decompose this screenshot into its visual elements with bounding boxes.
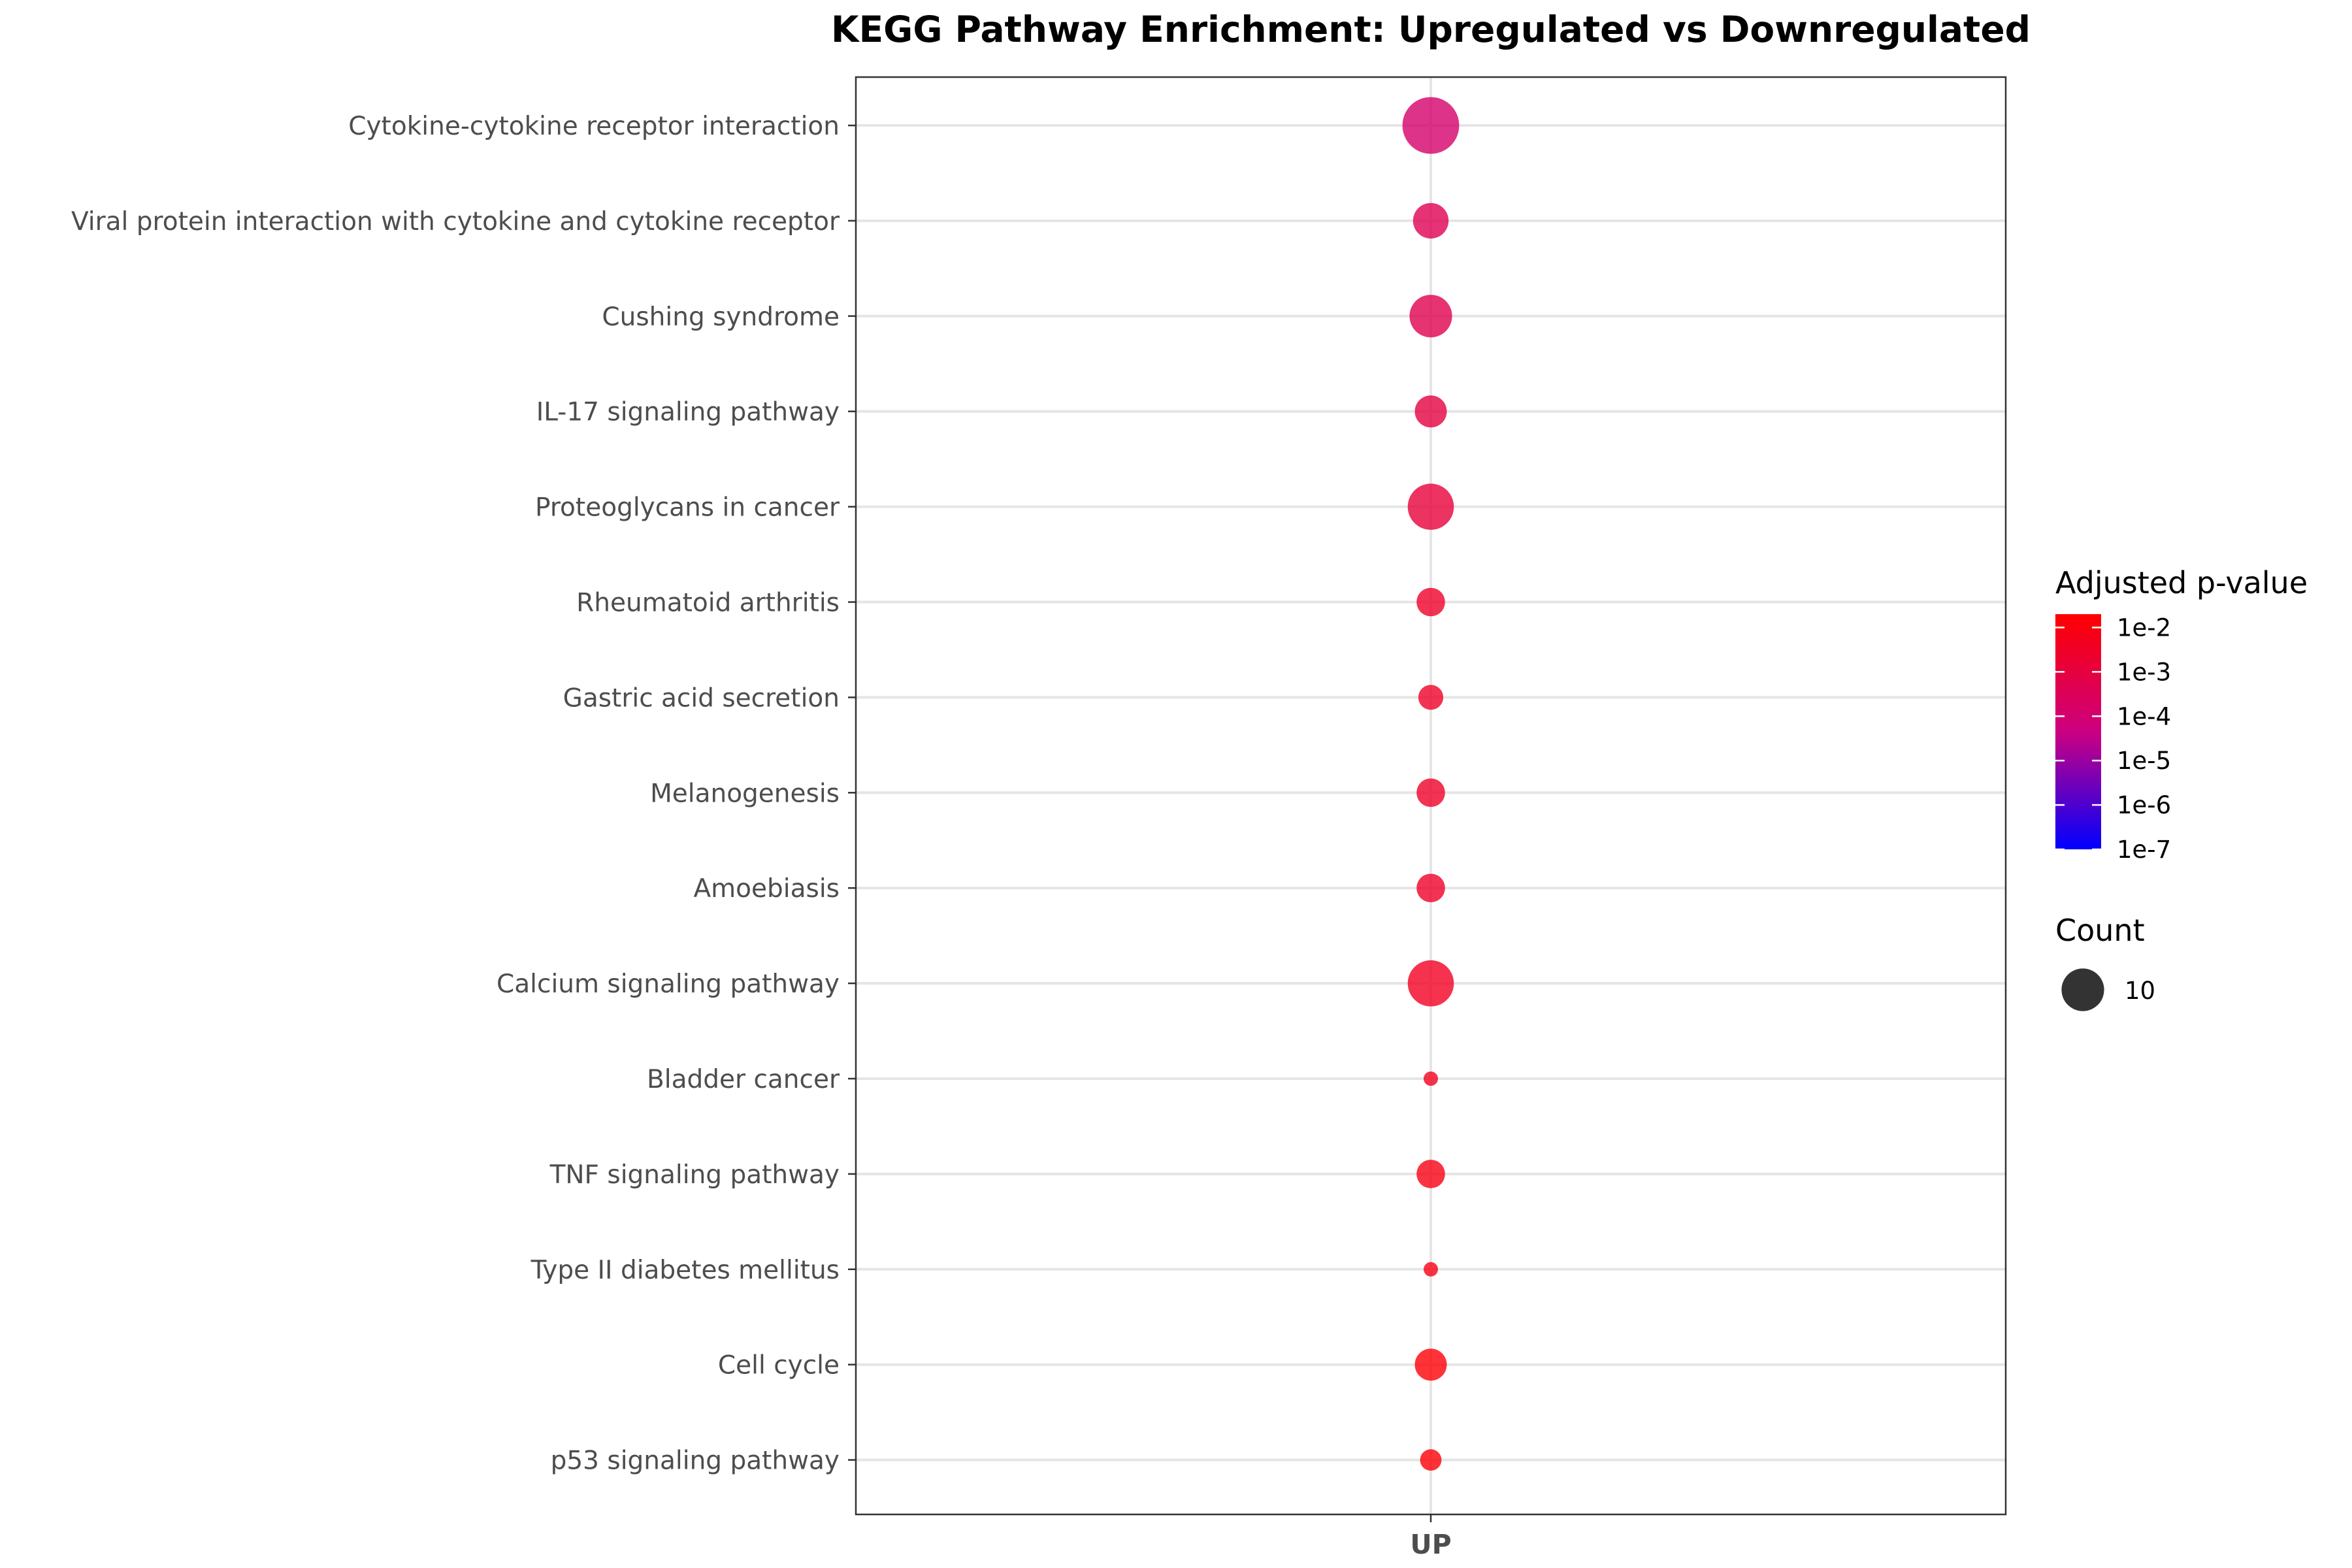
data-point	[1409, 295, 1452, 338]
data-point	[1402, 97, 1460, 154]
y-tick-label: Cytokine-cytokine receptor interaction	[348, 112, 840, 141]
y-tick-label: TNF signaling pathway	[549, 1160, 840, 1190]
color-legend-title: Adjusted p-value	[2055, 565, 2308, 600]
y-tick-label: IL-17 signaling pathway	[536, 398, 840, 427]
data-point	[1413, 203, 1449, 239]
data-point	[1416, 778, 1445, 808]
data-point	[1424, 1071, 1438, 1086]
data-point	[1414, 395, 1447, 428]
y-tick-label: Gastric acid secretion	[563, 683, 840, 713]
y-tick-label: p53 signaling pathway	[551, 1446, 840, 1476]
color-legend-label: 1e-7	[2117, 836, 2171, 864]
y-tick-label: Proteoglycans in cancer	[535, 493, 840, 523]
size-legend-title: Count	[2055, 913, 2145, 948]
y-tick-label: Type II diabetes mellitus	[531, 1256, 840, 1285]
y-tick-label: Amoebiasis	[694, 874, 840, 904]
data-point	[1407, 483, 1454, 530]
legend: Adjusted p-value Count 1e-2 1e-3 1e-4 1e-5 1…	[2055, 565, 2308, 1011]
size-legend-key	[2061, 968, 2104, 1011]
color-legend-label: 1e-2	[2117, 613, 2171, 642]
plot-panel: Cytokine-cytokine receptor interaction Vi…	[71, 76, 2007, 1560]
color-legend-label: 1e-5	[2117, 747, 2171, 775]
data-point	[1418, 685, 1444, 710]
y-tick-label: Rheumatoid arthritis	[576, 589, 840, 618]
y-tick-label: Bladder cancer	[647, 1065, 840, 1094]
size-legend-label: 10	[2125, 977, 2155, 1005]
data-point	[1407, 960, 1454, 1007]
y-tick-label: Calcium signaling pathway	[497, 970, 840, 999]
y-tick-label: Viral protein interaction with cytokine …	[71, 207, 840, 237]
color-bar	[2055, 614, 2101, 849]
data-point	[1416, 874, 1445, 902]
chart-title: KEGG Pathway Enrichment: Upregulated vs …	[831, 8, 2031, 50]
y-tick-label: Cell cycle	[718, 1351, 840, 1380]
color-legend-label: 1e-4	[2117, 702, 2171, 730]
data-point	[1416, 1160, 1445, 1188]
data-point	[1420, 1449, 1442, 1471]
y-tick-label: Melanogenesis	[650, 779, 840, 808]
color-legend-label: 1e-6	[2117, 791, 2171, 819]
data-point	[1424, 1262, 1438, 1277]
color-legend-label: 1e-3	[2117, 658, 2171, 686]
data-point	[1416, 587, 1445, 617]
y-tick-label: Cushing syndrome	[602, 302, 840, 332]
data-point	[1414, 1348, 1447, 1381]
x-tick-label: UP	[1410, 1529, 1451, 1560]
